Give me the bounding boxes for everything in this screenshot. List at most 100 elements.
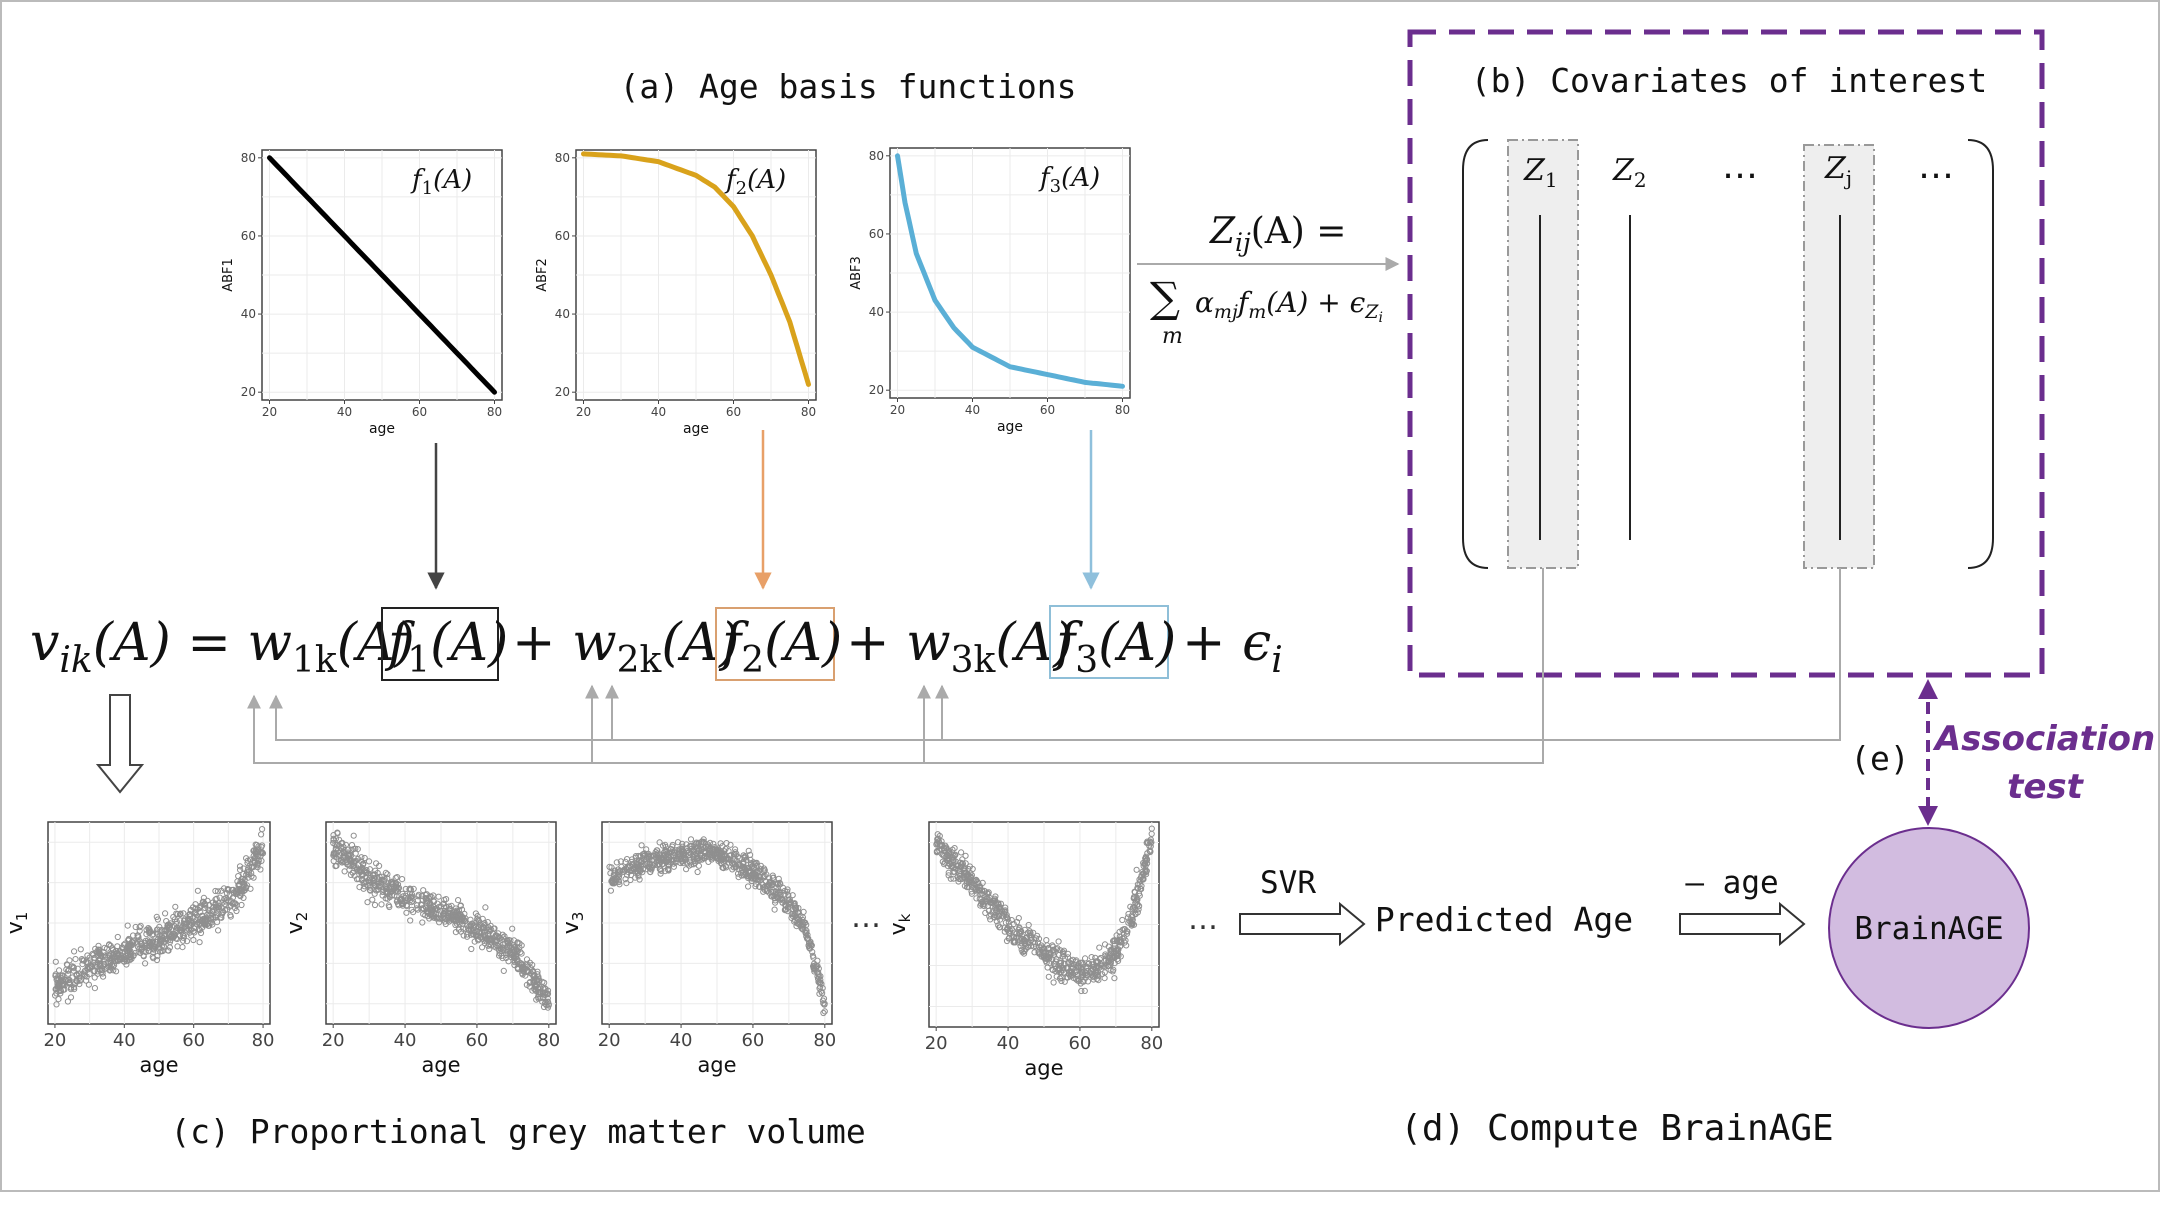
volume-k-point	[945, 869, 952, 876]
volume-k-point	[1038, 944, 1045, 951]
volume-2-point	[435, 915, 443, 922]
volume-k-point	[985, 896, 992, 903]
volume-3-point	[657, 856, 664, 863]
volume-2-point	[476, 918, 483, 925]
volume-1-point	[162, 910, 169, 917]
volume-2-point	[543, 1002, 550, 1009]
volume-k-point	[1045, 953, 1052, 960]
volume-k-point	[979, 879, 986, 887]
volume-2-point	[500, 934, 507, 941]
volume-2-points	[330, 829, 552, 1011]
volume-1-point	[146, 928, 153, 935]
volume-1-point	[214, 888, 221, 895]
volume-2-point	[455, 907, 462, 914]
volume-2-point	[378, 901, 385, 908]
volume-2-point	[340, 848, 347, 855]
volume-k-point	[1066, 971, 1073, 978]
volume-1-point	[247, 885, 254, 892]
volume-2-point	[505, 958, 512, 965]
basis-3-series-line	[895, 153, 1125, 389]
volume-3-point	[715, 845, 722, 852]
volume-3-point	[817, 983, 824, 990]
volume-1-point	[206, 908, 213, 915]
volume-3-point	[732, 864, 740, 871]
volume-k-point	[945, 872, 952, 879]
volume-1-point	[52, 985, 60, 992]
volume-1-point	[153, 956, 161, 964]
volume-3-point	[734, 870, 742, 877]
volume-2-point	[350, 846, 357, 853]
volume-3-point	[732, 849, 739, 856]
volume-1-point	[84, 966, 91, 973]
volume-k-point	[1055, 938, 1062, 945]
volume-2-point	[423, 897, 430, 904]
volume-2-point	[395, 885, 402, 893]
volume-k-point	[1132, 910, 1139, 917]
volume-3-ylabel: v3	[559, 912, 587, 935]
volume-2-point	[359, 872, 366, 879]
volume-k-point	[950, 875, 957, 882]
volume-2-point	[349, 869, 356, 876]
volume-3-point	[784, 908, 791, 915]
volume-1-point	[244, 866, 251, 873]
volume-2-point	[355, 875, 362, 883]
volume-2-point	[418, 902, 425, 909]
volume-2-point	[391, 892, 398, 899]
volume-k-point	[965, 871, 972, 878]
volume-k-point	[976, 886, 983, 893]
volume-k-point	[1107, 959, 1115, 966]
volume-1-point	[178, 924, 185, 932]
volume-3-point	[623, 880, 630, 887]
volume-3-point	[673, 847, 680, 854]
volume-k-point	[940, 844, 947, 852]
volume-1-point	[255, 860, 262, 867]
volume-1-point	[69, 974, 76, 981]
volume-3-point	[654, 847, 661, 854]
z-formula: Zij(A) = ∑ m αmjfm(A) + ϵZi	[1150, 211, 1383, 349]
volume-2-point	[450, 912, 458, 919]
volume-3-point	[782, 902, 790, 909]
volume-3-point	[776, 896, 783, 903]
volume-3-point	[687, 836, 695, 843]
volume-2-point	[389, 881, 396, 888]
volume-2-chart: 20 40 60 80 age v2	[283, 821, 560, 1077]
volume-k-point	[1114, 956, 1121, 963]
volume-1-point	[156, 923, 163, 931]
basis-2-xtick-label: 40	[651, 405, 666, 419]
volume-3-point	[819, 990, 826, 997]
volume-2-point	[366, 858, 373, 865]
volume-3-point	[670, 863, 678, 870]
volume-2-point	[330, 849, 337, 857]
volume-1-point	[95, 946, 102, 953]
volume-2-point	[419, 919, 426, 926]
basis-1-xtick-label: 40	[337, 405, 352, 419]
volume-k-point	[1129, 921, 1136, 928]
volume-3-point	[789, 892, 796, 899]
volume-2-point	[439, 911, 447, 918]
volume-2-point	[425, 909, 432, 917]
volume-3-point	[696, 856, 703, 864]
volume-3-point	[646, 865, 654, 872]
volume-1-point	[134, 932, 141, 939]
volume-2-point	[354, 846, 361, 853]
volume-2-point	[496, 938, 503, 945]
volume-2-point	[542, 986, 549, 993]
volume-1-point	[52, 958, 59, 965]
volume-3-point	[800, 919, 807, 926]
volume-3-point	[652, 849, 659, 856]
volume-k-point	[981, 888, 989, 895]
volume-k-point	[1017, 937, 1024, 944]
volume-3-point	[639, 851, 646, 858]
volume-1-point	[237, 866, 244, 874]
volume-1-point	[64, 998, 72, 1005]
z1-label: Z	[1523, 153, 1546, 188]
volume-3-xtick-label: 20	[598, 1030, 621, 1051]
volume-1-point	[190, 928, 197, 935]
volume-2-point	[396, 896, 403, 904]
volume-1-point	[146, 929, 153, 936]
volume-3-point	[616, 881, 623, 888]
volume-k-point	[1034, 932, 1041, 939]
volume-3-point	[752, 881, 760, 888]
volume-1-point	[200, 894, 207, 902]
volume-2-point	[413, 902, 421, 909]
